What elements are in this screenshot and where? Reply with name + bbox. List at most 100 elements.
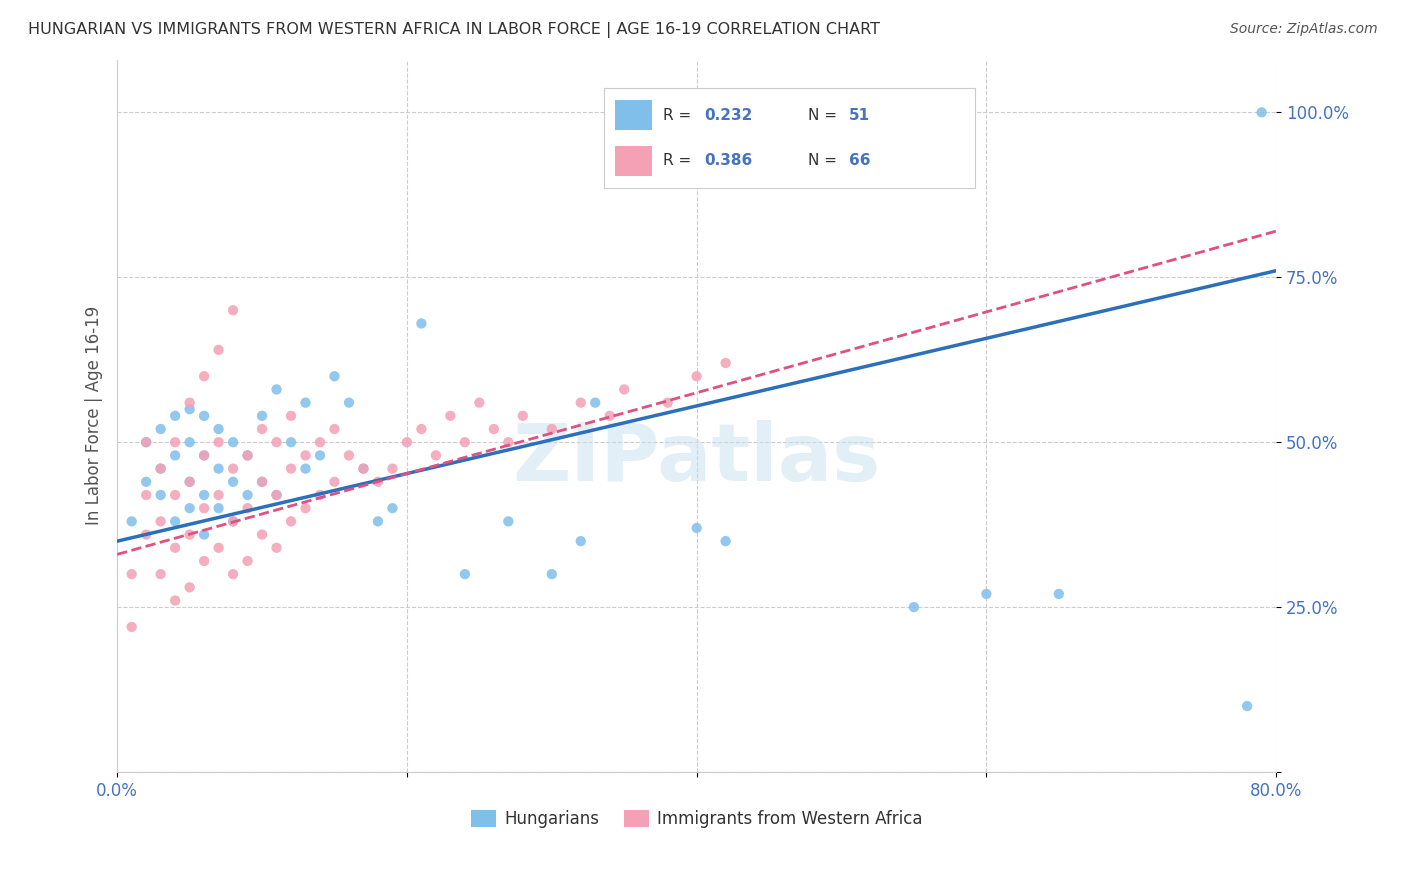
Point <box>903 600 925 615</box>
Point <box>250 475 273 489</box>
Point <box>439 409 461 423</box>
Point <box>250 422 273 436</box>
Point <box>395 435 418 450</box>
Point <box>309 435 332 450</box>
Point <box>367 514 389 528</box>
Point <box>149 488 172 502</box>
Point <box>179 475 201 489</box>
Point <box>207 488 229 502</box>
Point <box>222 435 245 450</box>
Point <box>294 395 316 409</box>
Point <box>266 435 288 450</box>
Point <box>599 409 621 423</box>
Point <box>381 461 404 475</box>
Point <box>193 527 215 541</box>
Point <box>222 567 245 582</box>
Point <box>222 514 245 528</box>
Point <box>179 402 201 417</box>
Point <box>193 409 215 423</box>
Point <box>193 369 215 384</box>
Point <box>165 409 187 423</box>
Point <box>121 514 143 528</box>
Point <box>425 449 447 463</box>
Text: HUNGARIAN VS IMMIGRANTS FROM WESTERN AFRICA IN LABOR FORCE | AGE 16-19 CORRELATI: HUNGARIAN VS IMMIGRANTS FROM WESTERN AFR… <box>28 22 880 38</box>
Point <box>498 514 520 528</box>
Point <box>121 567 143 582</box>
Point <box>250 527 273 541</box>
Point <box>222 475 245 489</box>
Point <box>222 461 245 475</box>
Point <box>149 567 172 582</box>
Point <box>207 422 229 436</box>
Point <box>411 422 433 436</box>
Point <box>714 356 737 370</box>
Y-axis label: In Labor Force | Age 16-19: In Labor Force | Age 16-19 <box>86 306 103 525</box>
Point <box>280 409 302 423</box>
Point <box>294 501 316 516</box>
Point <box>236 449 259 463</box>
Point <box>1236 699 1258 714</box>
Point <box>266 488 288 502</box>
Point <box>236 554 259 568</box>
Point <box>193 488 215 502</box>
Point <box>207 343 229 357</box>
Point <box>207 435 229 450</box>
Point <box>193 449 215 463</box>
Point <box>266 383 288 397</box>
Point <box>323 475 346 489</box>
Point <box>512 409 534 423</box>
Point <box>280 435 302 450</box>
Point <box>135 527 157 541</box>
Point <box>165 514 187 528</box>
Point <box>236 488 259 502</box>
Point <box>353 461 375 475</box>
Point <box>149 461 172 475</box>
Point <box>280 461 302 475</box>
Point <box>207 461 229 475</box>
Point <box>540 567 562 582</box>
Text: ZIPatlas: ZIPatlas <box>513 419 880 498</box>
Point <box>657 395 679 409</box>
Point <box>193 501 215 516</box>
Point <box>165 488 187 502</box>
Point <box>266 541 288 555</box>
Point <box>714 534 737 549</box>
Point <box>207 541 229 555</box>
Point <box>411 317 433 331</box>
Point <box>165 449 187 463</box>
Point <box>323 369 346 384</box>
Point <box>193 449 215 463</box>
Point <box>613 383 636 397</box>
Point <box>250 409 273 423</box>
Point <box>179 395 201 409</box>
Point <box>468 395 491 409</box>
Point <box>207 501 229 516</box>
Legend: Hungarians, Immigrants from Western Africa: Hungarians, Immigrants from Western Afri… <box>464 804 929 835</box>
Point <box>337 449 360 463</box>
Point <box>323 422 346 436</box>
Point <box>1047 587 1070 601</box>
Point <box>179 475 201 489</box>
Point <box>236 501 259 516</box>
Point <box>294 461 316 475</box>
Point <box>149 461 172 475</box>
Point <box>381 501 404 516</box>
Point <box>569 395 592 409</box>
Point <box>179 501 201 516</box>
Point <box>569 534 592 549</box>
Point <box>337 395 360 409</box>
Point <box>583 395 606 409</box>
Point <box>685 521 707 535</box>
Point <box>367 475 389 489</box>
Point <box>193 554 215 568</box>
Point <box>179 580 201 594</box>
Point <box>294 449 316 463</box>
Point <box>149 514 172 528</box>
Point <box>250 475 273 489</box>
Point <box>454 567 477 582</box>
Point <box>976 587 998 601</box>
Point <box>149 422 172 436</box>
Point <box>179 527 201 541</box>
Point <box>266 488 288 502</box>
Point <box>121 620 143 634</box>
